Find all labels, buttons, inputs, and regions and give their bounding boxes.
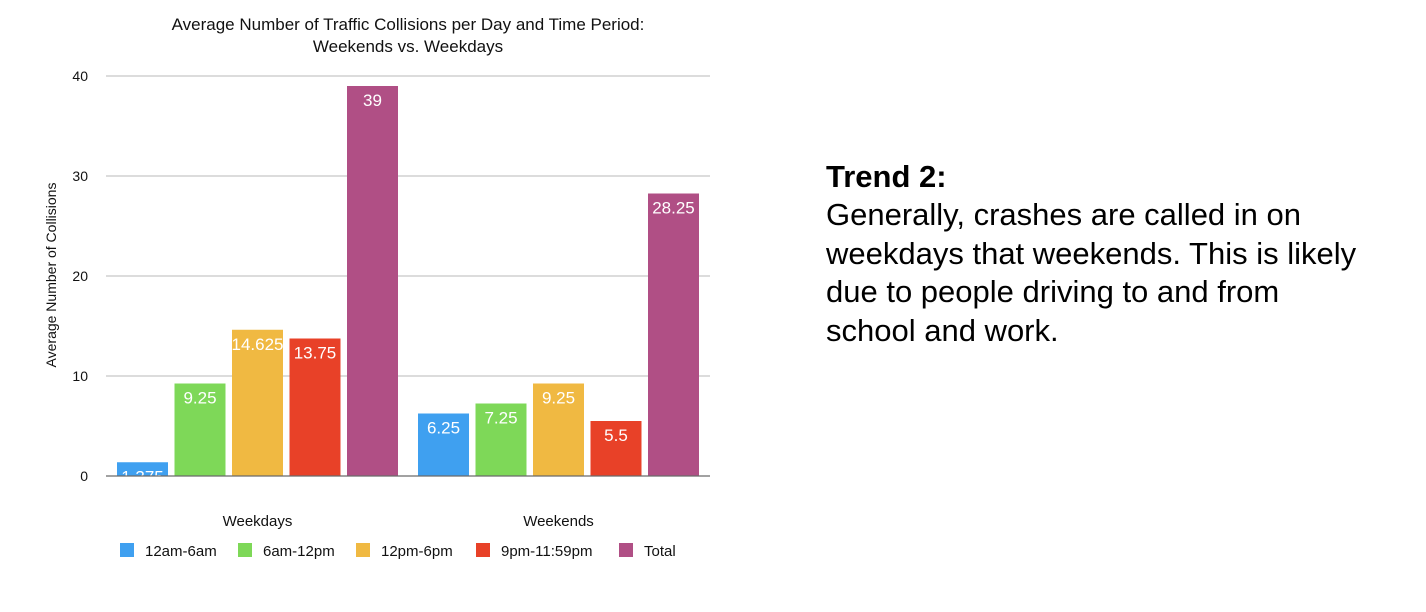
bar bbox=[347, 86, 398, 476]
legend-swatch bbox=[356, 543, 370, 557]
trend-body-line-2: weekdays that weekends. This is likely bbox=[826, 235, 1357, 271]
trend-heading: Trend 2: bbox=[826, 159, 947, 194]
bar bbox=[475, 403, 527, 476]
bar bbox=[117, 462, 168, 476]
chart-title-line-1: Average Number of Traffic Collisions per… bbox=[172, 15, 645, 34]
legend-label: 6am-12pm bbox=[263, 543, 335, 560]
legend-label: 12pm-6pm bbox=[381, 543, 453, 560]
y-tick-label: 40 bbox=[72, 68, 88, 84]
bar bbox=[289, 338, 341, 476]
data-label: 6.25 bbox=[427, 419, 460, 438]
bar bbox=[232, 329, 283, 476]
y-tick-label: 20 bbox=[72, 268, 88, 284]
data-label: 14.625 bbox=[232, 335, 284, 354]
chart-title-line-2: Weekends vs. Weekdays bbox=[313, 37, 503, 56]
data-label: 28.25 bbox=[652, 199, 695, 218]
bar bbox=[533, 383, 584, 476]
bar bbox=[590, 421, 642, 476]
data-label: 5.5 bbox=[604, 426, 628, 445]
data-label: 7.25 bbox=[484, 409, 517, 428]
data-label: 9.25 bbox=[542, 389, 575, 408]
trend-body-line-1: Generally, crashes are called in on bbox=[826, 197, 1302, 232]
bar bbox=[418, 413, 469, 476]
x-category-label: Weekends bbox=[523, 513, 594, 530]
legend-swatch bbox=[476, 543, 490, 557]
legend-swatch bbox=[120, 543, 134, 557]
data-label: 9.25 bbox=[183, 389, 216, 408]
y-tick-label: 30 bbox=[72, 168, 88, 184]
y-tick-label: 0 bbox=[80, 468, 88, 484]
data-label: 13.75 bbox=[294, 344, 337, 363]
trend-body-line-3: due to people driving to and from bbox=[826, 274, 1280, 309]
data-label: 1.375 bbox=[121, 467, 164, 486]
data-label: 39 bbox=[363, 91, 382, 110]
x-category-label: Weekdays bbox=[223, 513, 293, 530]
legend-label: 12am-6am bbox=[145, 543, 217, 560]
bar bbox=[174, 383, 226, 476]
legend-swatch bbox=[238, 543, 252, 557]
legend-label: 9pm-11:59pm bbox=[501, 543, 592, 560]
bar-chart: Average Number of Traffic Collisions per… bbox=[43, 15, 710, 560]
trend-text-block: Trend 2: Generally, crashes are called i… bbox=[826, 158, 1406, 350]
legend-swatch bbox=[619, 543, 633, 557]
y-axis-label: Average Number of Collisions bbox=[43, 183, 59, 368]
trend-body-line-4: school and work. bbox=[826, 312, 1059, 348]
bar bbox=[648, 193, 699, 476]
legend-label: Total bbox=[644, 543, 676, 560]
y-tick-label: 10 bbox=[72, 368, 88, 384]
